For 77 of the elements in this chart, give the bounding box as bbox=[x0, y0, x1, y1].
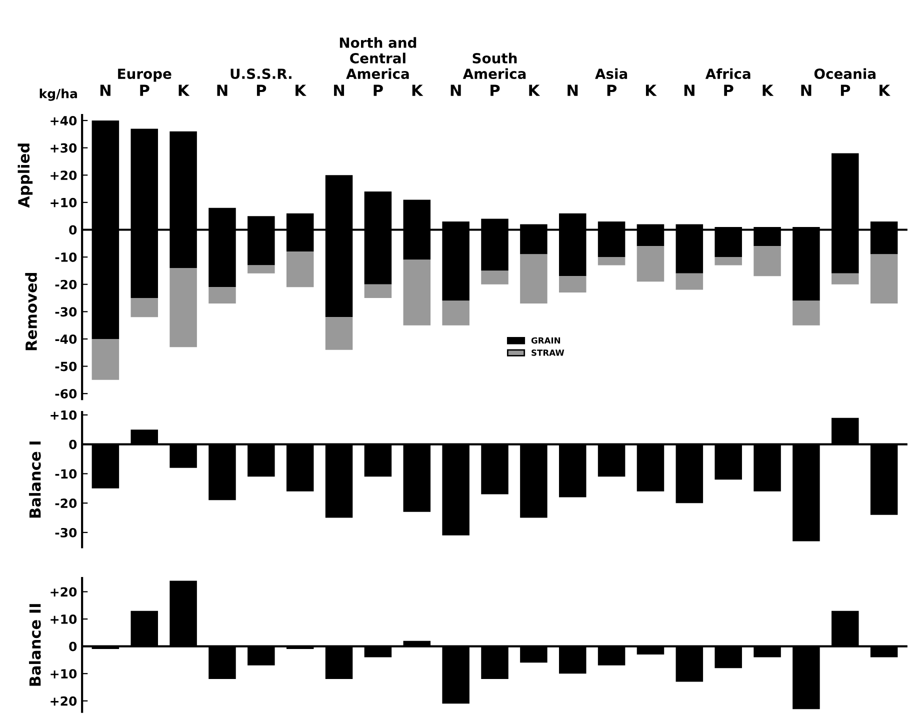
bar bbox=[170, 268, 197, 348]
y-tick-label: 0 bbox=[69, 440, 77, 450]
bar bbox=[598, 257, 626, 266]
y-axis-title: Applied bbox=[18, 144, 33, 208]
x-tick-label: P bbox=[256, 84, 266, 96]
bar bbox=[559, 276, 586, 293]
x-tick-label: N bbox=[450, 84, 461, 96]
y-tick-label: -40 bbox=[55, 334, 77, 344]
legend-label: GRAIN bbox=[531, 337, 560, 344]
text: North and Central America bbox=[340, 37, 416, 80]
x-tick-label: P bbox=[607, 84, 617, 96]
bar bbox=[208, 287, 236, 304]
bar bbox=[792, 300, 820, 326]
y-tick-label: +10 bbox=[50, 669, 77, 679]
bar bbox=[520, 254, 548, 304]
y-axis-title: Balance II bbox=[29, 604, 41, 686]
y-tick-label: +20 bbox=[50, 696, 77, 706]
x-tick-label: N bbox=[334, 84, 344, 96]
text: Africa bbox=[705, 68, 750, 80]
bar bbox=[870, 254, 898, 304]
bar bbox=[754, 246, 781, 276]
bar bbox=[130, 298, 158, 318]
y-tick-label: +30 bbox=[50, 143, 77, 153]
bar bbox=[325, 317, 353, 350]
x-tick-label: N bbox=[684, 84, 694, 96]
x-tick-label: N bbox=[100, 84, 110, 96]
bar bbox=[832, 273, 859, 284]
y-tick-label: -20 bbox=[55, 498, 77, 508]
x-tick-label: N bbox=[801, 84, 812, 96]
y-tick-label: +10 bbox=[50, 614, 77, 624]
text: Asia bbox=[595, 68, 628, 80]
y-axis-title: Balance I bbox=[29, 442, 41, 518]
x-tick-label: P bbox=[374, 84, 383, 96]
x-tick-label: K bbox=[762, 84, 774, 96]
y-tick-label: 0 bbox=[69, 642, 77, 652]
bar bbox=[636, 246, 664, 282]
bar bbox=[442, 300, 470, 326]
x-tick-label: P bbox=[140, 84, 150, 96]
x-tick-label: K bbox=[880, 84, 890, 96]
bar bbox=[714, 257, 742, 266]
text: Removed bbox=[25, 273, 37, 350]
text: U.S.S.R. bbox=[230, 68, 292, 80]
text: South America bbox=[462, 52, 526, 80]
x-tick-label: K bbox=[412, 84, 424, 96]
x-tick-label: P bbox=[840, 84, 850, 96]
y-tick-label: -30 bbox=[55, 307, 77, 317]
bar bbox=[403, 260, 431, 326]
x-tick-label: N bbox=[568, 84, 578, 96]
y-tick-label: 0 bbox=[69, 225, 77, 235]
x-tick-label: P bbox=[724, 84, 734, 96]
y-tick-label: -30 bbox=[55, 528, 77, 538]
bar bbox=[92, 338, 120, 380]
y-tick-label: -10 bbox=[55, 469, 77, 479]
bar bbox=[676, 273, 704, 290]
y-tick-label: +10 bbox=[50, 410, 77, 420]
y-tick-label: +20 bbox=[50, 170, 77, 180]
legend-label: STRAW bbox=[532, 350, 564, 356]
y-tick-label: -60 bbox=[55, 389, 77, 399]
bar bbox=[364, 284, 392, 298]
text: kg/ha bbox=[40, 88, 77, 101]
x-tick-label: K bbox=[296, 84, 306, 96]
y-tick-label: +40 bbox=[50, 116, 77, 126]
x-tick-label: P bbox=[490, 84, 500, 96]
y-tick-label: +20 bbox=[50, 587, 77, 597]
x-tick-label: K bbox=[178, 84, 190, 96]
y-tick-label: +10 bbox=[50, 198, 77, 208]
x-tick-label: N bbox=[217, 84, 228, 96]
y-tick-label: -20 bbox=[55, 280, 77, 290]
x-tick-label: K bbox=[646, 84, 657, 96]
bar bbox=[481, 270, 508, 284]
y-tick-label: -10 bbox=[55, 252, 77, 262]
y-tick-label: -50 bbox=[55, 362, 77, 372]
bar bbox=[286, 252, 314, 288]
bar bbox=[248, 265, 275, 274]
x-tick-label: K bbox=[529, 84, 540, 96]
text: Oceania bbox=[814, 68, 876, 80]
text: Europe bbox=[118, 68, 172, 82]
